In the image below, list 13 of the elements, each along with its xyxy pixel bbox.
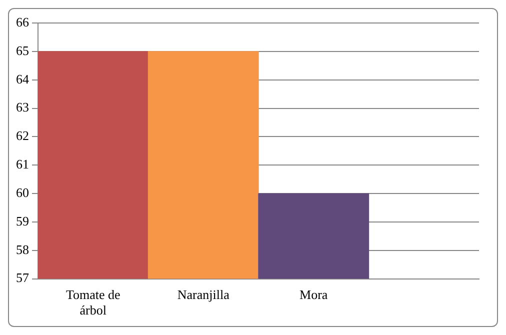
y-tick-label: 65 <box>16 42 29 58</box>
y-tick-label: 60 <box>16 184 29 200</box>
y-tick-label: 59 <box>16 213 29 228</box>
y-tick-label: 61 <box>16 156 29 172</box>
y-tick-label: 62 <box>16 128 29 144</box>
y-tick-label: 64 <box>16 71 30 86</box>
x-tick-label: Naranjilla <box>177 287 230 302</box>
y-tick-label: 66 <box>16 14 30 30</box>
y-tick-label: 58 <box>16 242 29 257</box>
x-tick-label: Tomate de árbol <box>66 287 121 318</box>
y-tick-label: 63 <box>16 100 29 115</box>
x-tick-label: Mora <box>300 287 328 302</box>
y-tick-label: 57 <box>16 270 30 286</box>
